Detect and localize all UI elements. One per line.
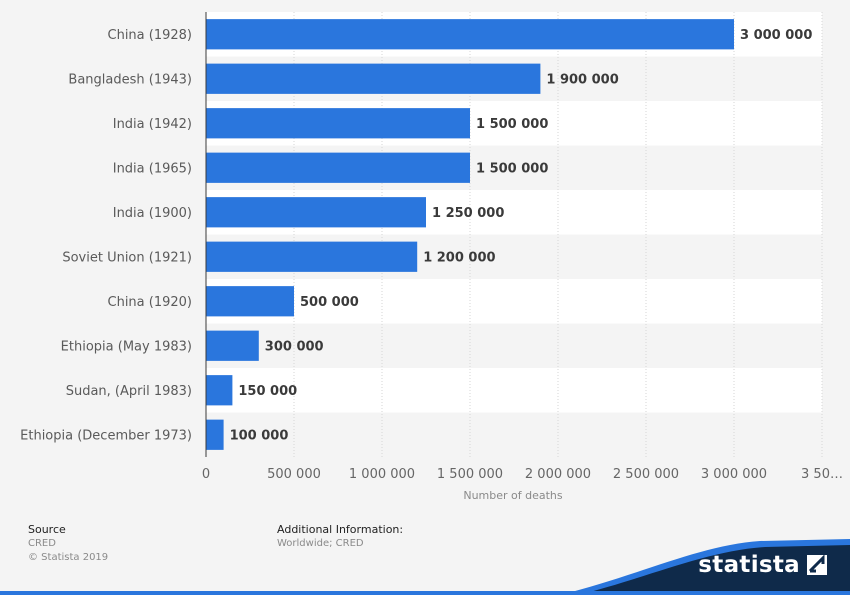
category-label: India (1965) xyxy=(113,161,192,176)
bar xyxy=(206,197,426,228)
category-label: China (1928) xyxy=(108,28,193,43)
bar xyxy=(206,286,294,317)
x-tick-label: 2 000 000 xyxy=(525,467,591,482)
category-label: Ethiopia (December 1973) xyxy=(20,428,192,443)
data-label: 3 000 000 xyxy=(740,28,812,43)
chart: China (1928) 3 000 000 Bangladesh (1943) 1 … xyxy=(20,12,843,502)
statista-logo[interactable]: statista xyxy=(698,552,828,578)
data-label: 1 900 000 xyxy=(546,72,618,87)
x-tick-label: 500 000 xyxy=(267,467,321,482)
x-tick-label: 3 000 000 xyxy=(701,467,767,482)
additional-info-text: Worldwide; CRED xyxy=(277,538,364,549)
data-label: 1 500 000 xyxy=(476,161,548,176)
category-label: India (1942) xyxy=(113,117,192,132)
x-tick-label: 3 50… xyxy=(801,467,843,482)
row-band xyxy=(206,368,822,413)
category-label: China (1920) xyxy=(108,295,193,310)
data-label: 300 000 xyxy=(265,339,324,354)
data-label: 150 000 xyxy=(238,384,297,399)
x-tick-label: 0 xyxy=(202,467,210,482)
x-axis-title: Number of deaths xyxy=(463,489,563,502)
bar xyxy=(206,152,470,183)
bar xyxy=(206,19,734,50)
bar xyxy=(206,419,224,450)
bar xyxy=(206,108,470,139)
brand-name: statista xyxy=(698,552,800,578)
bar xyxy=(206,375,233,406)
data-label: 500 000 xyxy=(300,295,359,310)
data-label: 100 000 xyxy=(230,428,289,443)
source-block: Source CRED © Statista 2019 xyxy=(28,523,108,565)
row-band xyxy=(206,323,822,368)
additional-info-heading: Additional Information: xyxy=(277,523,404,536)
source-heading: Source xyxy=(28,523,66,536)
data-label: 1 500 000 xyxy=(476,117,548,132)
bar xyxy=(206,241,418,272)
row-band xyxy=(206,279,822,324)
bar xyxy=(206,63,541,94)
category-label: Sudan, (April 1983) xyxy=(66,384,192,399)
brand-band xyxy=(0,539,850,595)
source-name: CRED xyxy=(28,538,56,549)
bar xyxy=(206,330,259,361)
row-band xyxy=(206,412,822,457)
copyright: © Statista 2019 xyxy=(28,552,109,563)
category-label: Bangladesh (1943) xyxy=(68,72,192,87)
bottom-edge-line xyxy=(0,591,850,595)
x-tick-label: 1 500 000 xyxy=(437,467,503,482)
data-label: 1 200 000 xyxy=(423,250,495,265)
category-label: Soviet Union (1921) xyxy=(62,250,192,265)
additional-info-block: Additional Information: Worldwide; CRED xyxy=(277,523,403,551)
category-label: India (1900) xyxy=(113,206,192,221)
category-label: Ethiopia (May 1983) xyxy=(61,339,192,354)
statista-logo-icon xyxy=(807,554,827,575)
x-tick-label: 2 500 000 xyxy=(613,467,679,482)
data-label: 1 250 000 xyxy=(432,206,504,221)
x-tick-label: 1 000 000 xyxy=(349,467,415,482)
brand-band-shape xyxy=(578,545,850,595)
